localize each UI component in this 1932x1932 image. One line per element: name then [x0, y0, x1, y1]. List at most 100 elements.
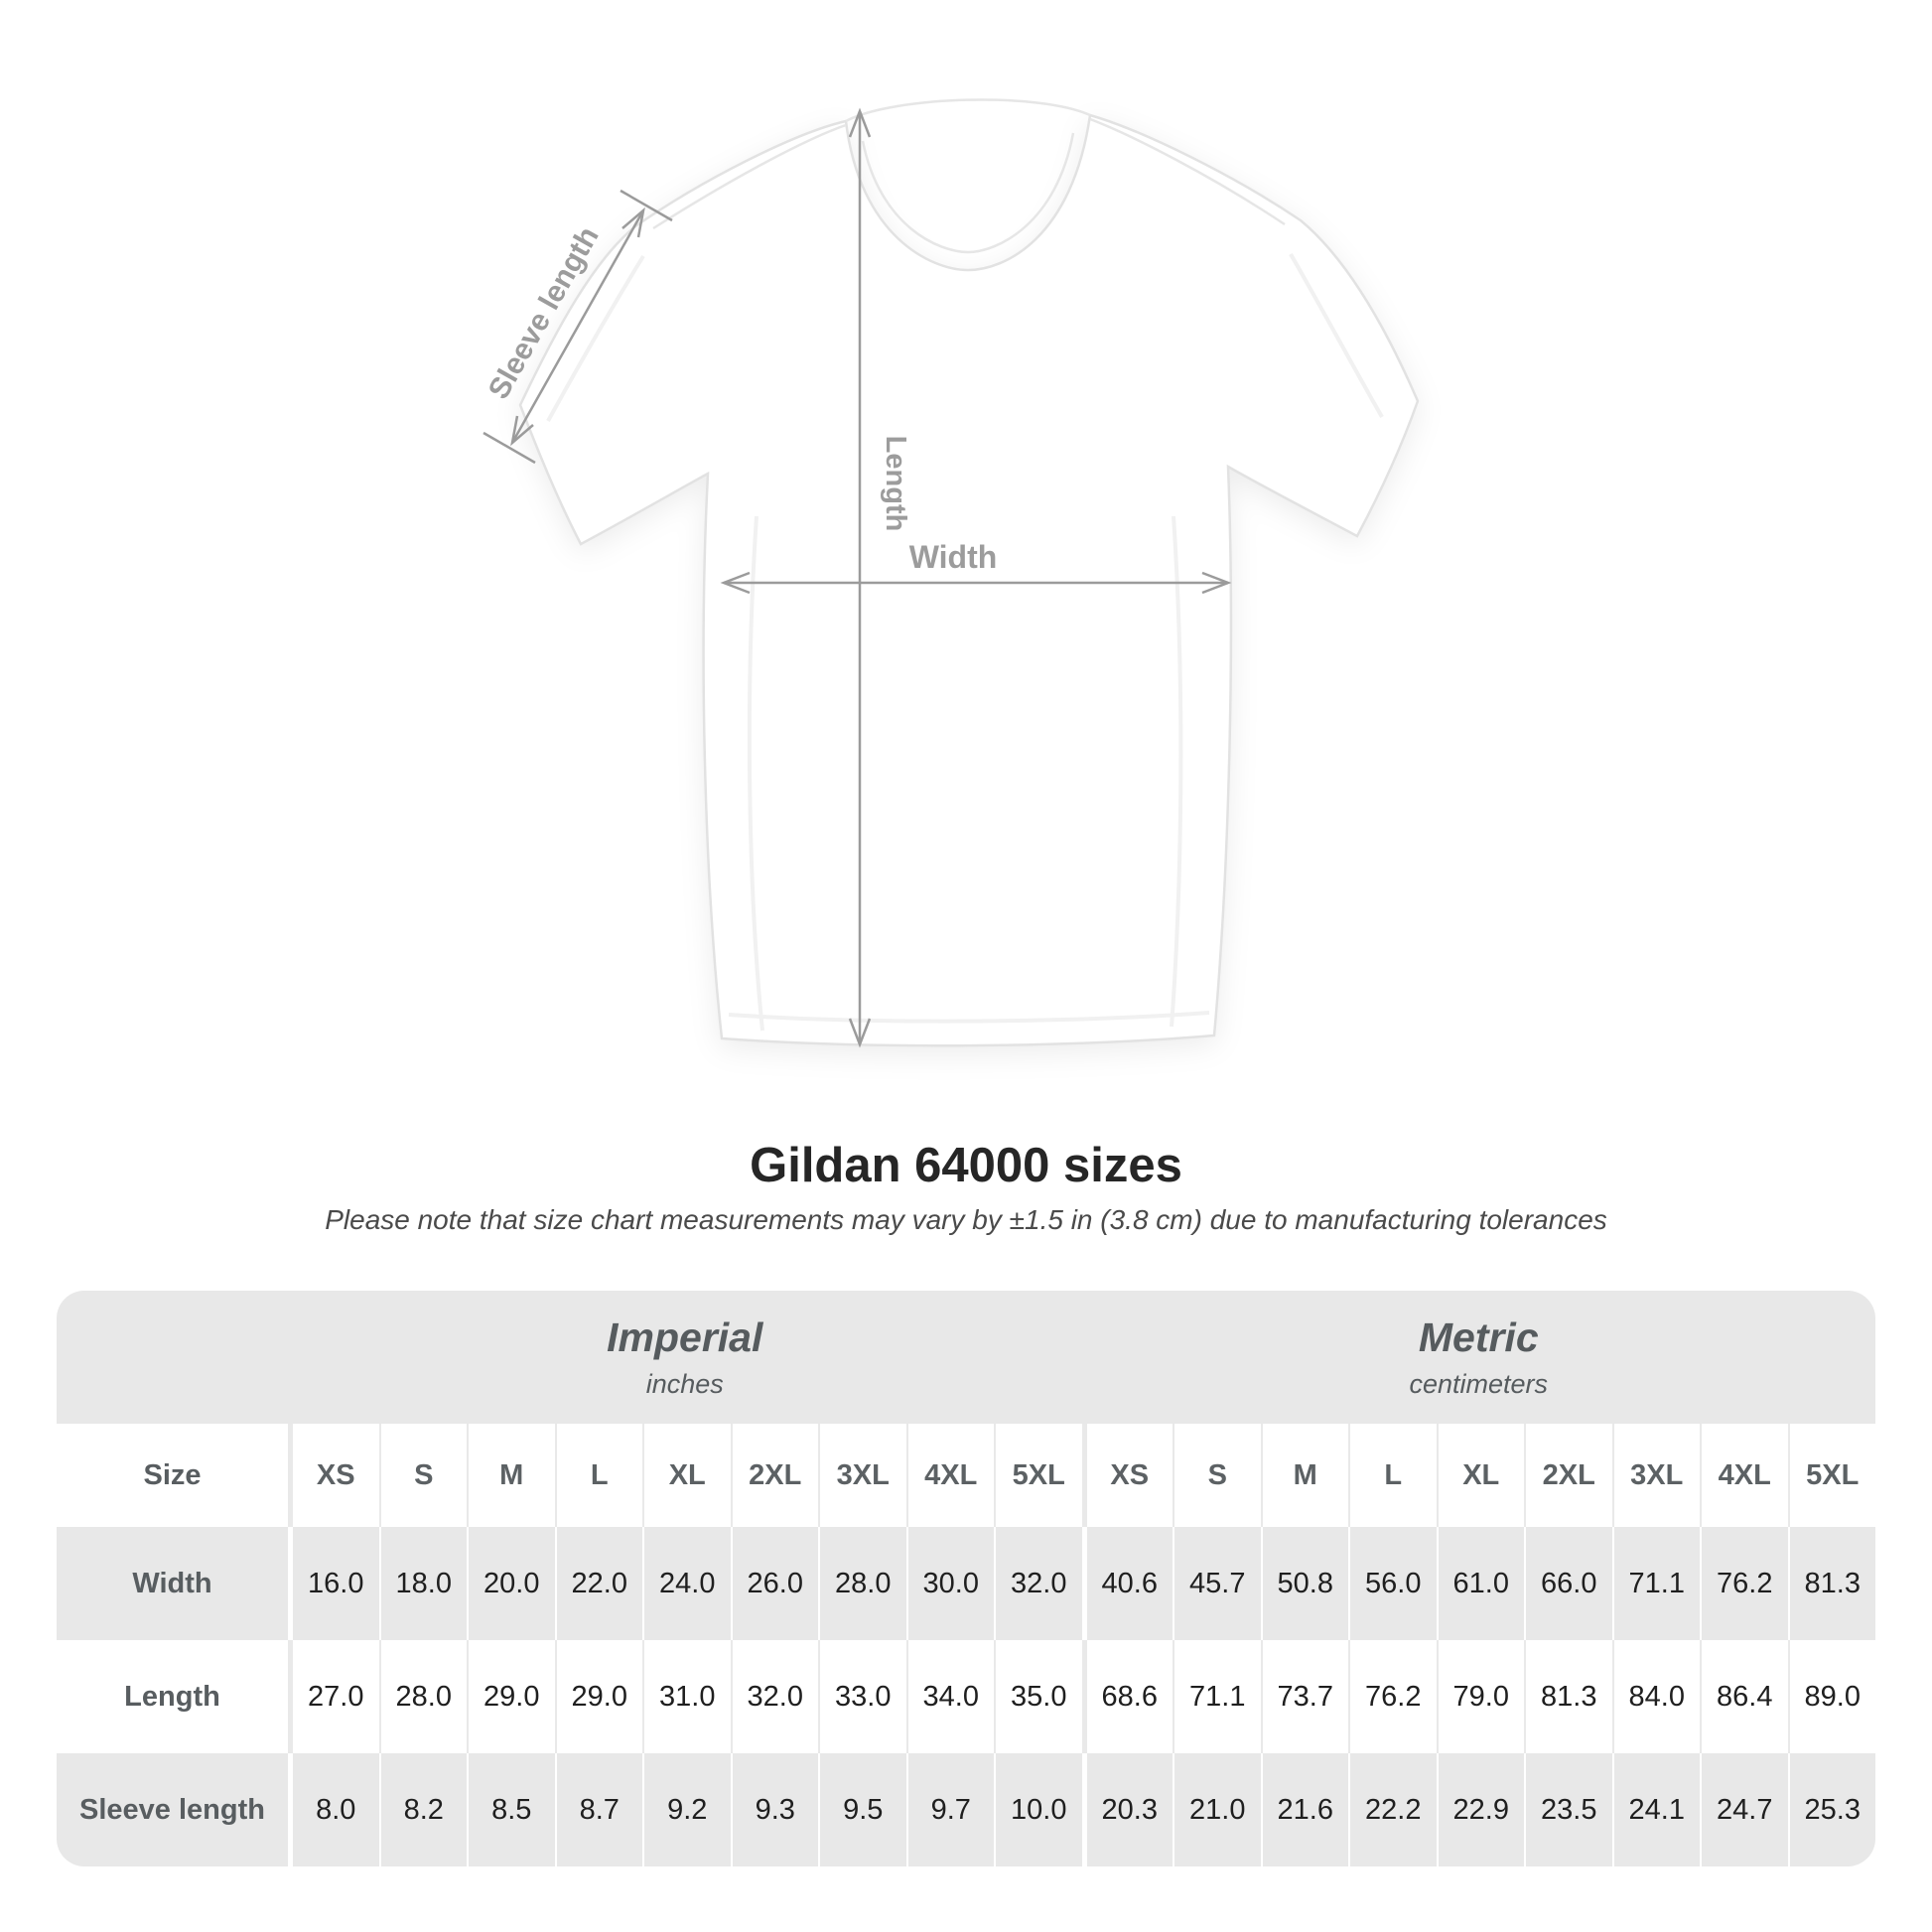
table-cell: 29.0 [554, 1640, 643, 1753]
table-cell: 24.1 [1611, 1753, 1701, 1866]
arrowhead-length-top [848, 107, 872, 138]
table-cell: 71.1 [1611, 1527, 1701, 1640]
table-cell: 8.5 [467, 1753, 555, 1866]
row-label: Length [124, 1680, 220, 1713]
shoulder-seam-left [652, 123, 847, 230]
hem-seam [728, 1011, 1210, 1024]
dimension-cap-bottom [483, 431, 536, 465]
table-cell: 68.6 [1081, 1640, 1173, 1753]
table-cell: 33.0 [818, 1640, 906, 1753]
table-cell: 9.2 [642, 1753, 731, 1866]
table-cell: 21.6 [1260, 1753, 1349, 1866]
arrowhead-width-left [720, 571, 751, 595]
table-cell: 71.1 [1173, 1640, 1261, 1753]
table-cell: 23.5 [1524, 1753, 1612, 1866]
arrowhead-sleeve-top [621, 207, 645, 238]
table-cell: 66.0 [1524, 1527, 1612, 1640]
tshirt-illustration [518, 98, 1420, 1047]
size-column-header: XS [288, 1424, 379, 1527]
table-cell: 27.0 [288, 1640, 379, 1753]
table-cell: 24.0 [642, 1527, 731, 1640]
table-cell: 35.0 [994, 1640, 1082, 1753]
table-cell: 20.0 [467, 1527, 555, 1640]
fold-left [747, 515, 764, 1032]
arrowhead-length-bottom [848, 1018, 872, 1048]
width-dimension: Width [720, 539, 1232, 595]
size-column-header: 3XL [818, 1424, 906, 1527]
data-row-length: Length 27.0 28.0 29.0 29.0 31.0 32.0 33.0 34.0 35… [57, 1640, 1875, 1753]
table-cell: 28.0 [378, 1640, 468, 1753]
table-cell: 81.3 [1524, 1640, 1612, 1753]
table-cell: 79.0 [1436, 1640, 1525, 1753]
arrowhead-sleeve-bottom [510, 415, 534, 447]
fold-sleeve-left [546, 254, 645, 422]
size-column-header: S [1173, 1424, 1261, 1527]
table-cell: 76.2 [1348, 1640, 1437, 1753]
table-body: Size XS S M L XL 2XL 3XL 4XL 5XL XS S M L XL 2XL 3XL 4XL 5… [57, 1424, 1875, 1866]
table-cell: 86.4 [1700, 1640, 1788, 1753]
size-column-header: XL [642, 1424, 731, 1527]
size-table: Imperial inches Metric centimeters Size X… [57, 1291, 1875, 1866]
size-column-header: 4XL [1700, 1424, 1788, 1527]
table-cell: 16.0 [288, 1527, 379, 1640]
data-row-sleeve-length: Sleeve length 8.0 8.2 8.5 8.7 9.2 9.3 9.5 9.7 10.… [57, 1753, 1875, 1866]
header-corner-cell [57, 1291, 288, 1424]
table-cell: 61.0 [1436, 1527, 1525, 1640]
size-column-header: XL [1436, 1424, 1525, 1527]
size-column-header: S [378, 1424, 468, 1527]
size-header-row: Size XS S M L XL 2XL 3XL 4XL 5XL XS S M L XL 2XL 3XL 4XL 5… [57, 1424, 1875, 1527]
size-column-header: 5XL [1787, 1424, 1876, 1527]
table-cell: 50.8 [1260, 1527, 1349, 1640]
size-column-header: L [554, 1424, 643, 1527]
collar-back-seam [845, 98, 1091, 123]
size-column-header: 3XL [1611, 1424, 1701, 1527]
row-label: Width [132, 1567, 212, 1599]
table-cell: 10.0 [994, 1753, 1082, 1866]
table-cell: 31.0 [642, 1640, 731, 1753]
table-cell: 8.2 [378, 1753, 468, 1866]
unit-header-row: Imperial inches Metric centimeters [57, 1291, 1875, 1424]
tolerance-note: Please note that size chart measurements… [325, 1204, 1607, 1235]
metric-unit: centimeters [1409, 1369, 1549, 1399]
table-cell: 32.0 [730, 1640, 819, 1753]
table-cell: 76.2 [1700, 1527, 1788, 1640]
fold-sleeve-right [1289, 253, 1384, 418]
table-cell: 24.7 [1700, 1753, 1788, 1866]
table-cell: 20.3 [1081, 1753, 1173, 1866]
size-column-header: M [1260, 1424, 1349, 1527]
width-label: Width [909, 539, 998, 575]
size-column-header: 5XL [994, 1424, 1082, 1527]
arrowhead-width-right [1201, 571, 1232, 595]
table-cell: 9.7 [905, 1753, 995, 1866]
row-label: Sleeve length [79, 1793, 265, 1826]
length-label: Length [880, 436, 911, 532]
table-cell: 81.3 [1787, 1527, 1876, 1640]
table-cell: 18.0 [378, 1527, 468, 1640]
size-column-header: 2XL [1524, 1424, 1612, 1527]
size-column-header: 2XL [730, 1424, 819, 1527]
table-cell: 30.0 [905, 1527, 995, 1640]
data-row-width: Width 16.0 18.0 20.0 22.0 24.0 26.0 28.0 30.0 32.… [57, 1527, 1875, 1640]
table-cell: 84.0 [1611, 1640, 1701, 1753]
table-cell: 8.7 [554, 1753, 643, 1866]
table-cell: 32.0 [994, 1527, 1082, 1640]
table-cell: 21.0 [1173, 1753, 1261, 1866]
table-cell: 45.7 [1173, 1527, 1261, 1640]
metric-header: Metric centimeters [1082, 1291, 1876, 1424]
size-column-header: M [467, 1424, 555, 1527]
table-cell: 73.7 [1260, 1640, 1349, 1753]
table-cell: 89.0 [1787, 1640, 1876, 1753]
imperial-unit: inches [645, 1369, 724, 1399]
table-cell: 22.0 [554, 1527, 643, 1640]
row-label: Size [143, 1458, 202, 1491]
table-cell: 26.0 [730, 1527, 819, 1640]
table-cell: 34.0 [905, 1640, 995, 1753]
dimension-cap-top [620, 189, 673, 222]
table-cell: 28.0 [818, 1527, 906, 1640]
fold-right [1170, 515, 1183, 1028]
table-cell: 9.5 [818, 1753, 906, 1866]
metric-label: Metric [1418, 1314, 1539, 1360]
size-column-header: 4XL [905, 1424, 995, 1527]
table-cell: 29.0 [467, 1640, 555, 1753]
